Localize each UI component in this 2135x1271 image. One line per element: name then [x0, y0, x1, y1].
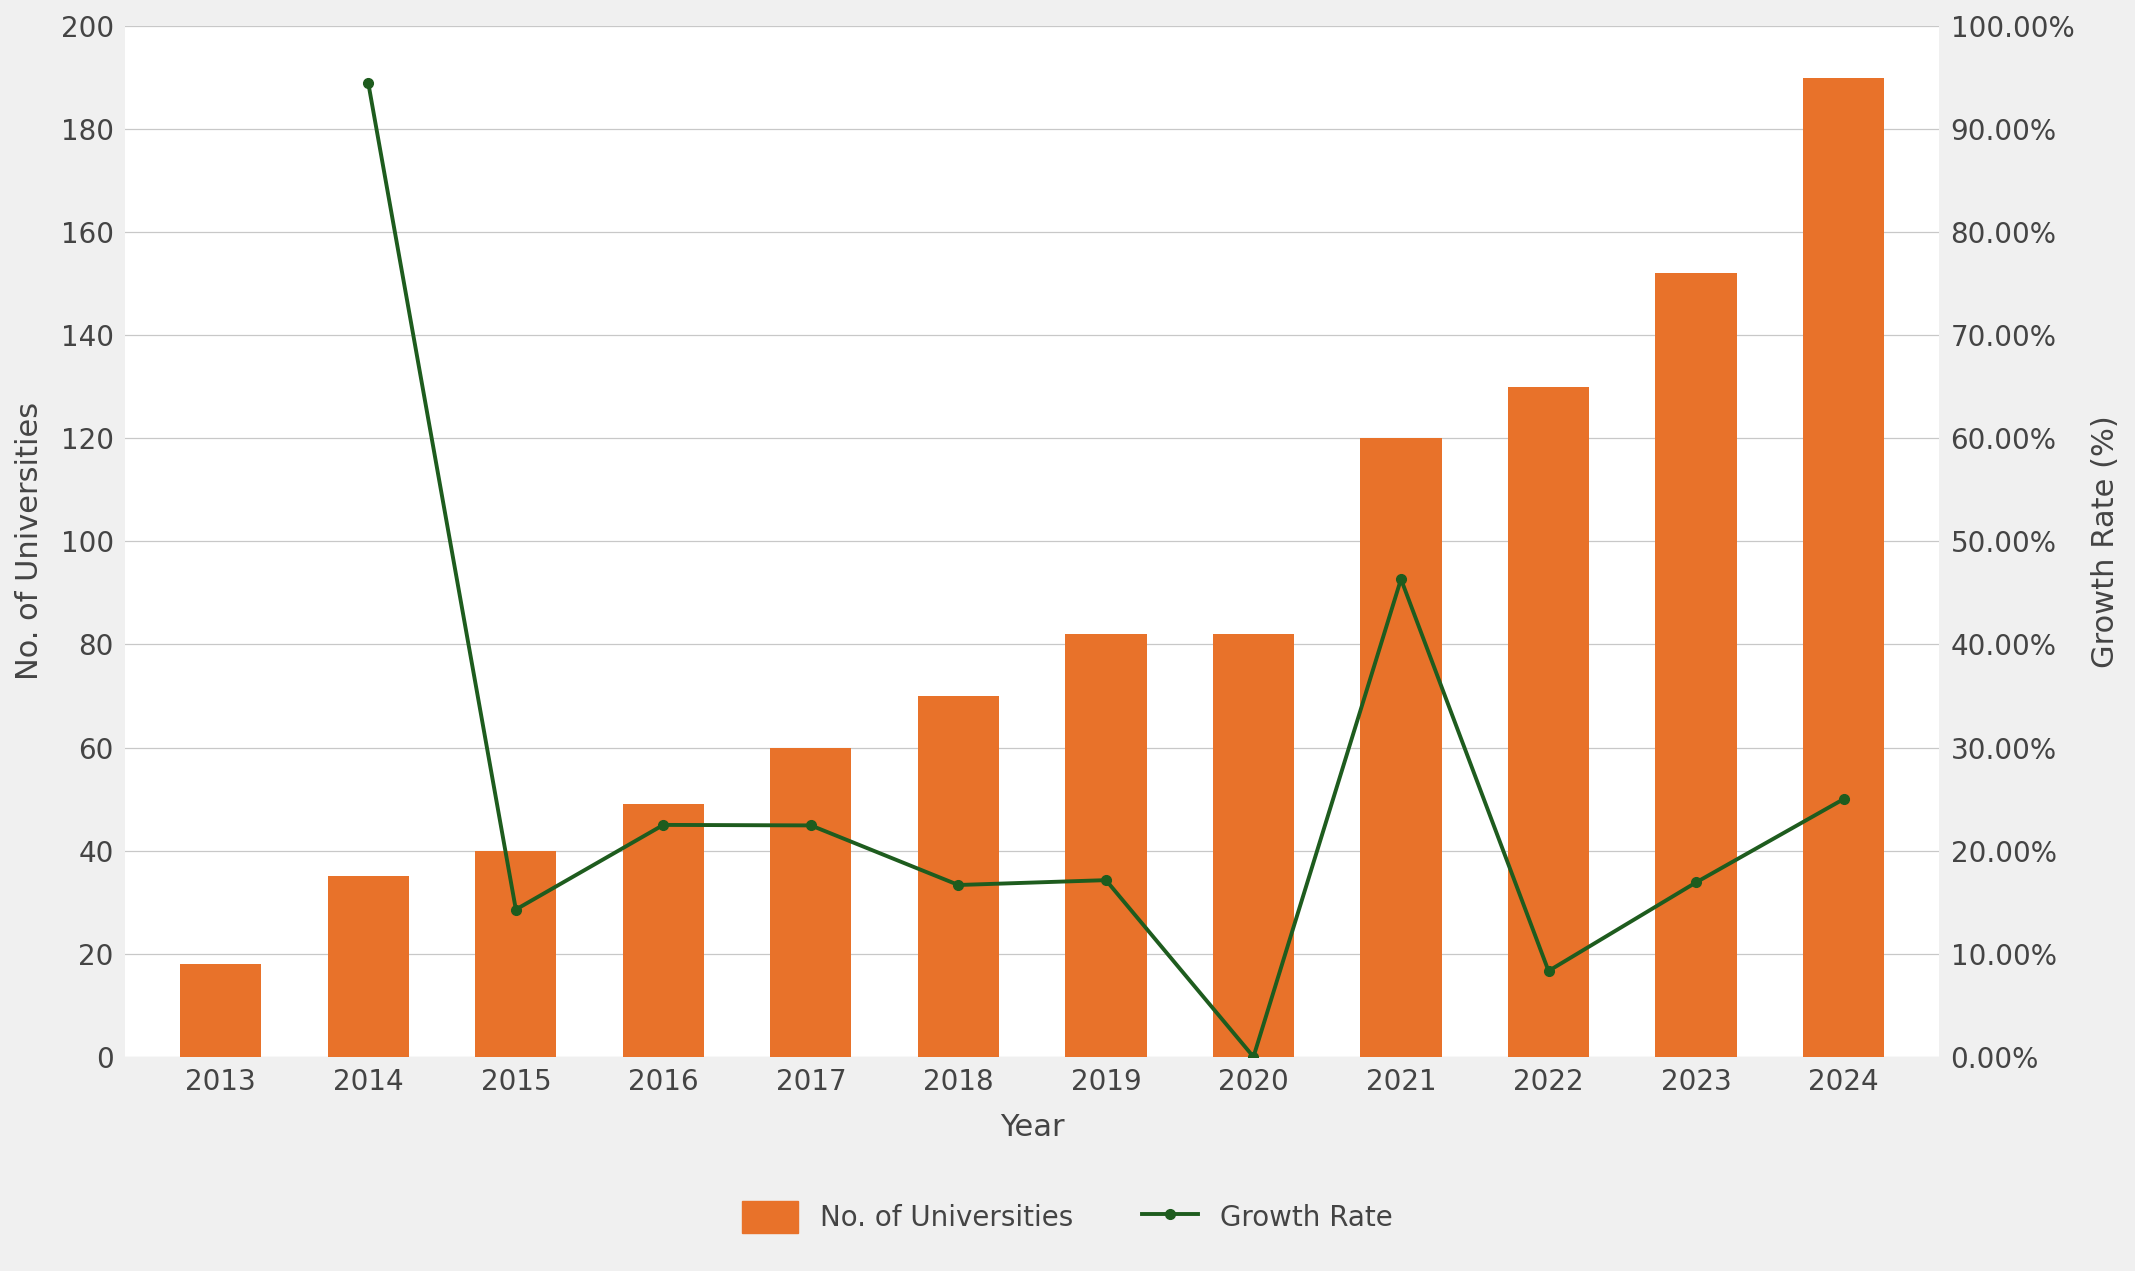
X-axis label: Year: Year	[999, 1112, 1065, 1141]
Bar	[918, 697, 999, 1056]
Bar	[1213, 634, 1294, 1056]
Bar	[179, 965, 260, 1056]
Growth Rate	[946, 877, 971, 892]
Bar	[771, 747, 852, 1056]
Bar	[1065, 634, 1146, 1056]
Growth Rate	[1240, 1049, 1266, 1064]
Growth Rate	[798, 817, 824, 833]
Bar	[1804, 78, 1885, 1056]
Legend: No. of Universities, Growth Rate: No. of Universities, Growth Rate	[730, 1190, 1405, 1244]
Growth Rate	[1535, 963, 1561, 979]
Growth Rate	[1682, 874, 1708, 890]
Growth Rate	[504, 902, 529, 918]
Bar	[329, 877, 410, 1056]
Y-axis label: No. of Universities: No. of Universities	[15, 403, 45, 680]
Bar	[623, 805, 705, 1056]
Growth Rate	[1832, 792, 1857, 807]
Growth Rate	[1093, 872, 1119, 887]
Bar	[476, 850, 557, 1056]
Bar	[1507, 386, 1588, 1056]
Line: Growth Rate: Growth Rate	[363, 79, 1849, 1061]
Growth Rate	[357, 76, 382, 92]
Bar	[1360, 438, 1441, 1056]
Growth Rate	[651, 817, 677, 833]
Growth Rate	[1388, 572, 1413, 587]
Y-axis label: Growth Rate (%): Growth Rate (%)	[2090, 416, 2120, 667]
Bar	[1655, 273, 1736, 1056]
